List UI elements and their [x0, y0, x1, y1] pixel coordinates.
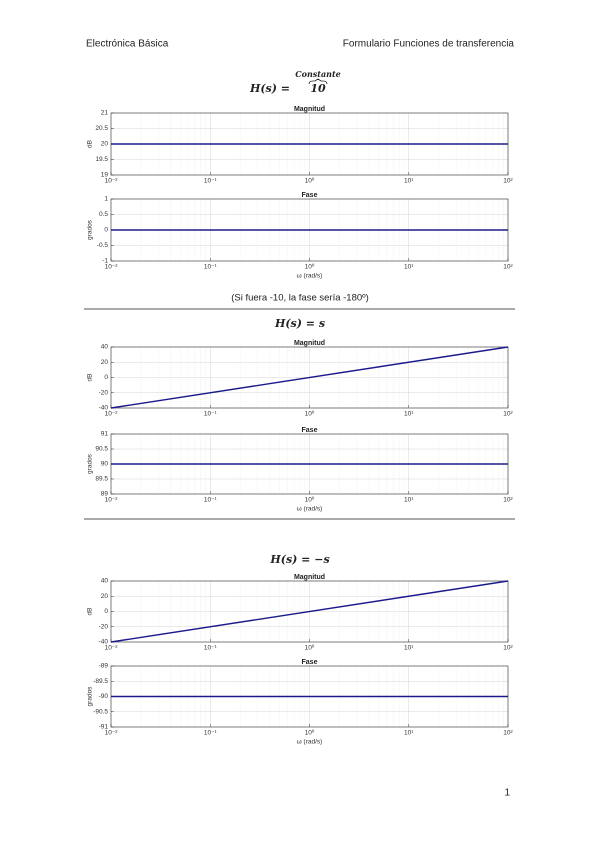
page-number: 1	[504, 788, 510, 799]
y-tick-label: -1	[102, 258, 108, 265]
y-tick-label: 1	[104, 196, 108, 203]
x-tick-label: 10⁰	[305, 729, 315, 737]
x-tick-label: 10²	[503, 730, 513, 737]
y-axis-label: dB	[87, 608, 94, 616]
y-tick-label: 90	[101, 461, 109, 468]
y-tick-label: 20.5	[95, 125, 108, 132]
note: (Si fuera -10, la fase sería -180º)	[231, 293, 369, 304]
y-axis-label: dB	[87, 140, 94, 148]
y-axis-label: grados	[87, 686, 94, 707]
plot-title: Fase	[302, 427, 318, 434]
line-series	[110, 580, 509, 643]
x-tick-label: 10⁻²	[105, 497, 119, 504]
y-tick-label: 89	[101, 491, 109, 498]
header-right: Formulario Funciones de transferencia	[343, 39, 515, 50]
x-axis-label: ω (rad/s)	[297, 273, 323, 280]
y-tick-label: 91	[101, 431, 109, 438]
formula: H(s) = s	[274, 317, 325, 330]
x-tick-label: 10⁻²	[105, 264, 119, 271]
y-tick-label: 20	[101, 359, 109, 366]
y-tick-label: 19.5	[95, 156, 108, 163]
x-tick-label: 10⁻²	[105, 645, 119, 652]
line-series	[110, 346, 509, 409]
formula: H(s) =	[249, 82, 290, 95]
y-tick-label: -40	[99, 639, 109, 646]
overbrace	[308, 78, 328, 85]
x-tick-label: 10¹	[404, 178, 414, 185]
y-tick-label: 89.5	[95, 476, 108, 483]
y-tick-label: -0.5	[97, 242, 109, 249]
plot-title: Fase	[302, 192, 318, 199]
y-tick-label: 0	[104, 374, 108, 381]
x-tick-label: 10⁻²	[105, 730, 119, 737]
axes-frame	[110, 580, 509, 643]
x-tick-label: 10²	[503, 411, 513, 418]
plot-title: Magnitud	[294, 574, 325, 581]
y-tick-label: 20	[101, 141, 109, 148]
x-axis-label: ω (rad/s)	[297, 506, 323, 513]
x-tick-label: 10⁰	[305, 177, 315, 185]
header-left: Electrónica Básica	[86, 39, 169, 50]
y-tick-label: 19	[101, 172, 109, 179]
y-tick-label: -89.5	[93, 678, 108, 685]
formula: H(s) = −s	[269, 553, 329, 566]
x-tick-label: 10⁻¹	[204, 645, 218, 652]
y-tick-label: 40	[101, 344, 109, 351]
x-tick-label: 10¹	[404, 645, 414, 652]
y-tick-label: -20	[99, 389, 109, 396]
y-tick-label: 0	[104, 608, 108, 615]
y-tick-label: -91	[99, 724, 109, 731]
x-tick-label: 10²	[503, 264, 513, 271]
x-tick-label: 10¹	[404, 730, 414, 737]
y-axis-label: dB	[87, 374, 94, 382]
x-axis-label: ω (rad/s)	[297, 739, 323, 746]
x-tick-label: 10²	[503, 178, 513, 185]
plot-title: Fase	[302, 659, 318, 666]
y-tick-label: -89	[99, 663, 109, 670]
y-tick-label: 20	[101, 593, 109, 600]
y-tick-label: -90	[99, 693, 109, 700]
y-axis-label: grados	[87, 453, 94, 474]
y-tick-label: 40	[101, 578, 109, 585]
y-axis-label: grados	[87, 219, 94, 240]
x-tick-label: 10⁰	[305, 496, 315, 504]
x-tick-label: 10⁻²	[105, 178, 119, 185]
formula-annotation: Constante	[295, 69, 341, 79]
plot-title: Magnitud	[294, 340, 325, 347]
x-tick-label: 10¹	[404, 497, 414, 504]
y-tick-label: 90.5	[95, 446, 108, 453]
x-tick-label: 10⁻¹	[204, 264, 218, 271]
x-tick-label: 10¹	[404, 411, 414, 418]
x-tick-label: 10⁻¹	[204, 411, 218, 418]
formula-constant: 10	[310, 82, 326, 95]
x-tick-label: 10¹	[404, 264, 414, 271]
x-tick-label: 10⁻²	[105, 411, 119, 418]
y-tick-label: 0	[104, 227, 108, 234]
x-tick-label: 10⁰	[305, 410, 315, 418]
y-tick-label: 21	[101, 110, 109, 117]
plot-title: Magnitud	[294, 106, 325, 113]
y-tick-label: -90.5	[93, 708, 108, 715]
x-tick-label: 10⁻¹	[204, 497, 218, 504]
x-tick-label: 10⁰	[305, 644, 315, 652]
x-tick-label: 10⁻¹	[204, 730, 218, 737]
y-tick-label: 0.5	[99, 211, 108, 218]
y-tick-label: -20	[99, 623, 109, 630]
x-tick-label: 10⁰	[305, 263, 315, 271]
x-tick-label: 10²	[503, 497, 513, 504]
y-tick-label: -40	[99, 405, 109, 412]
x-tick-label: 10⁻¹	[204, 178, 218, 185]
axes-frame	[110, 346, 509, 409]
x-tick-label: 10²	[503, 645, 513, 652]
